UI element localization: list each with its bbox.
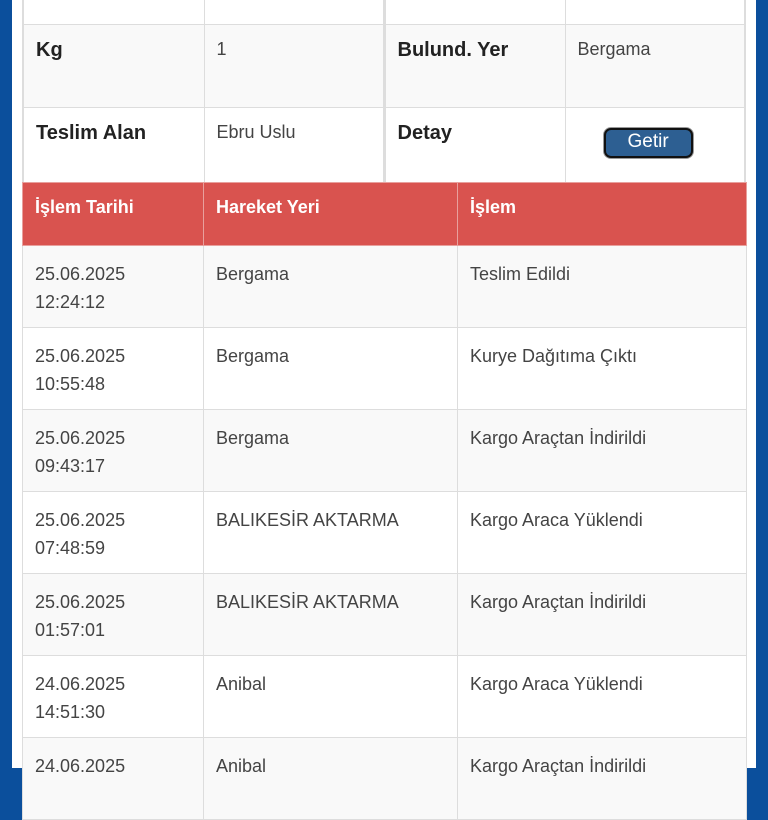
table-row: 25.06.2025 01:57:01 BALIKESİR AKTARMA Kar… xyxy=(22,573,747,656)
value-kg: 1 xyxy=(203,24,385,108)
table-row: 25.06.2025 09:43:17 Bergama Kargo Araçtan… xyxy=(22,409,747,492)
cell-action: Kargo Araca Yüklendi xyxy=(457,491,747,574)
table-row: 24.06.2025 14:51:30 Anibal Kargo Araca Yü… xyxy=(22,655,747,738)
cell-action: Kurye Dağıtıma Çıktı xyxy=(457,327,747,410)
cell-place: BALIKESİR AKTARMA xyxy=(203,573,458,656)
label-kg: Kg xyxy=(22,24,205,108)
date: 24.06.2025 xyxy=(35,756,126,776)
date: 25.06.2025 xyxy=(35,428,126,448)
cell-datetime: 25.06.2025 12:24:12 xyxy=(22,245,204,328)
movements-table: İşlem Tarihi Hareket Yeri İşlem 25.06.20… xyxy=(22,182,747,820)
header-place: Hareket Yeri xyxy=(203,182,458,246)
getir-button[interactable]: Getir xyxy=(603,128,693,158)
info-row: Kg 1 Bulund. Yer Bergama xyxy=(22,24,746,108)
cell-action: Teslim Edildi xyxy=(457,245,747,328)
cell-place: Anibal xyxy=(203,655,458,738)
time: 01:57:01 xyxy=(35,620,106,640)
value-location: Bergama xyxy=(564,24,746,108)
cell-place: Bergama xyxy=(203,409,458,492)
date: 25.06.2025 xyxy=(35,592,126,612)
time: 09:43:17 xyxy=(35,456,106,476)
table-header: İşlem Tarihi Hareket Yeri İşlem xyxy=(22,182,747,246)
cell-datetime: 24.06.2025 14:51:30 xyxy=(22,655,204,738)
cell-datetime: 25.06.2025 07:48:59 xyxy=(22,491,204,574)
cell-action: Kargo Araçtan İndirildi xyxy=(457,409,747,492)
info-row: Teslim Alan Ebru Uslu Detay Getir xyxy=(22,107,746,192)
time: 07:48:59 xyxy=(35,538,106,558)
cell-action: Kargo Araca Yüklendi xyxy=(457,655,747,738)
table-row: 25.06.2025 12:24:12 Bergama Teslim Edildi xyxy=(22,245,747,328)
date: 24.06.2025 xyxy=(35,674,126,694)
cell-action: Kargo Araçtan İndirildi xyxy=(457,737,747,820)
info-row-blank xyxy=(22,0,746,25)
cell-datetime: 25.06.2025 10:55:48 xyxy=(22,327,204,410)
cell-place: Bergama xyxy=(203,327,458,410)
label-detail: Detay xyxy=(382,107,566,192)
shipment-info-table: Kg 1 Bulund. Yer Bergama Teslim Alan Ebr… xyxy=(22,0,746,192)
label-location: Bulund. Yer xyxy=(382,24,566,108)
cell-place: BALIKESİR AKTARMA xyxy=(203,491,458,574)
cell-datetime: 25.06.2025 01:57:01 xyxy=(22,573,204,656)
header-date: İşlem Tarihi xyxy=(22,182,204,246)
time: 10:55:48 xyxy=(35,374,106,394)
time: 12:24:12 xyxy=(35,292,106,312)
date: 25.06.2025 xyxy=(35,346,126,366)
cell-place: Bergama xyxy=(203,245,458,328)
date: 25.06.2025 xyxy=(35,510,126,530)
time: 14:51:30 xyxy=(35,702,106,722)
cell-action: Kargo Araçtan İndirildi xyxy=(457,573,747,656)
table-row: 25.06.2025 07:48:59 BALIKESİR AKTARMA Kar… xyxy=(22,491,747,574)
table-row: 25.06.2025 10:55:48 Bergama Kurye Dağıtım… xyxy=(22,327,747,410)
date: 25.06.2025 xyxy=(35,264,126,284)
value-receiver: Ebru Uslu xyxy=(203,107,385,192)
label-receiver: Teslim Alan xyxy=(22,107,205,192)
cell-place: Anibal xyxy=(203,737,458,820)
content-area: Kg 1 Bulund. Yer Bergama Teslim Alan Ebr… xyxy=(12,0,756,820)
cell-datetime: 24.06.2025 xyxy=(22,737,204,820)
cell-datetime: 25.06.2025 09:43:17 xyxy=(22,409,204,492)
header-action: İşlem xyxy=(457,182,747,246)
table-row: 24.06.2025 Anibal Kargo Araçtan İndirild… xyxy=(22,737,747,820)
